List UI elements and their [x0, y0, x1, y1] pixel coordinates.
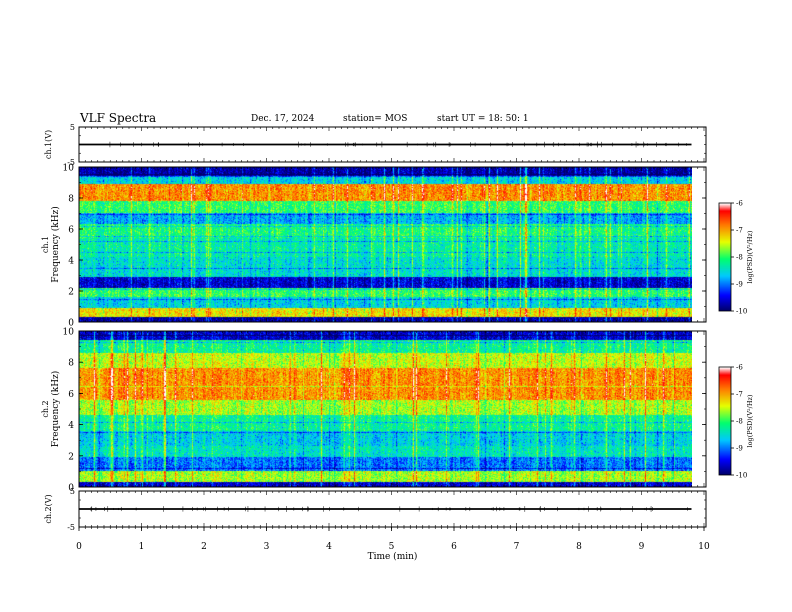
- y-tick-label: 4: [68, 257, 74, 267]
- y-tick-label: 8: [68, 359, 74, 369]
- y-tick-label: 2: [68, 288, 74, 298]
- frequency-ylabel-2: Frequency (kHz): [50, 371, 61, 448]
- colorbar-tick-label: -7: [736, 391, 743, 399]
- date-label: Dec. 17, 2024: [251, 114, 315, 124]
- y-tick-label: 8: [68, 195, 74, 205]
- x-tick-label: 3: [264, 542, 270, 552]
- colorbar-tick-label: -7: [736, 227, 743, 235]
- waveform-ylabel-3: ch.2(V): [44, 494, 53, 523]
- y-tick-label: 5: [70, 123, 75, 132]
- chart-title: VLF Spectra: [80, 111, 157, 125]
- colorbar-tick-label: -6: [736, 200, 743, 208]
- x-tick-label: 2: [201, 542, 207, 552]
- x-tick-label: 6: [451, 542, 457, 552]
- y-tick-label: 0: [68, 484, 74, 494]
- x-axis-label: Time (min): [368, 551, 418, 562]
- y-tick-label: 4: [68, 421, 74, 431]
- spectrogram-image-1: [79, 167, 692, 322]
- y-tick-label: 6: [68, 390, 74, 400]
- channel-label-1: ch.1: [41, 236, 50, 253]
- colorbar-tick-label: -8: [736, 418, 743, 426]
- y-tick-label: -5: [67, 523, 75, 532]
- colorbar-label: log(PSD)(V²/Hz): [746, 230, 754, 283]
- channel-label-2: ch.2: [41, 400, 50, 417]
- spectrogram-image-2: [79, 331, 692, 487]
- x-tick-label: 9: [639, 542, 645, 552]
- y-tick-label: -5: [67, 158, 75, 167]
- x-tick-label: 10: [698, 542, 710, 552]
- colorbar-label: log(PSD)(V²/Hz): [746, 394, 754, 447]
- colorbar-tick-label: -9: [736, 445, 743, 453]
- x-tick-label: 7: [514, 542, 520, 552]
- x-tick-label: 8: [576, 542, 582, 552]
- colorbar-1: [719, 203, 731, 311]
- start-time-label: start UT = 18: 50: 1: [437, 114, 529, 124]
- waveform-ylabel-0: ch.1(V): [44, 130, 53, 159]
- colorbar-tick-label: -10: [736, 472, 747, 480]
- x-tick-label: 1: [139, 542, 145, 552]
- y-tick-label: 10: [63, 328, 75, 338]
- x-tick-label: 5: [389, 542, 395, 552]
- station-label: station= MOS: [343, 114, 408, 124]
- colorbar-tick-label: -9: [736, 281, 743, 289]
- colorbar-2: [719, 367, 731, 475]
- x-tick-label: 0: [76, 542, 82, 552]
- y-tick-label: 5: [70, 487, 75, 496]
- colorbar-tick-label: -10: [736, 308, 747, 316]
- y-tick-label: 6: [68, 226, 74, 236]
- y-tick-label: 2: [68, 452, 74, 462]
- frequency-ylabel-1: Frequency (kHz): [50, 206, 61, 283]
- x-tick-label: 4: [326, 542, 332, 552]
- colorbar-tick-label: -8: [736, 254, 743, 262]
- y-tick-label: 0: [68, 319, 74, 329]
- y-tick-label: 10: [63, 164, 75, 174]
- colorbar-tick-label: -6: [736, 364, 743, 372]
